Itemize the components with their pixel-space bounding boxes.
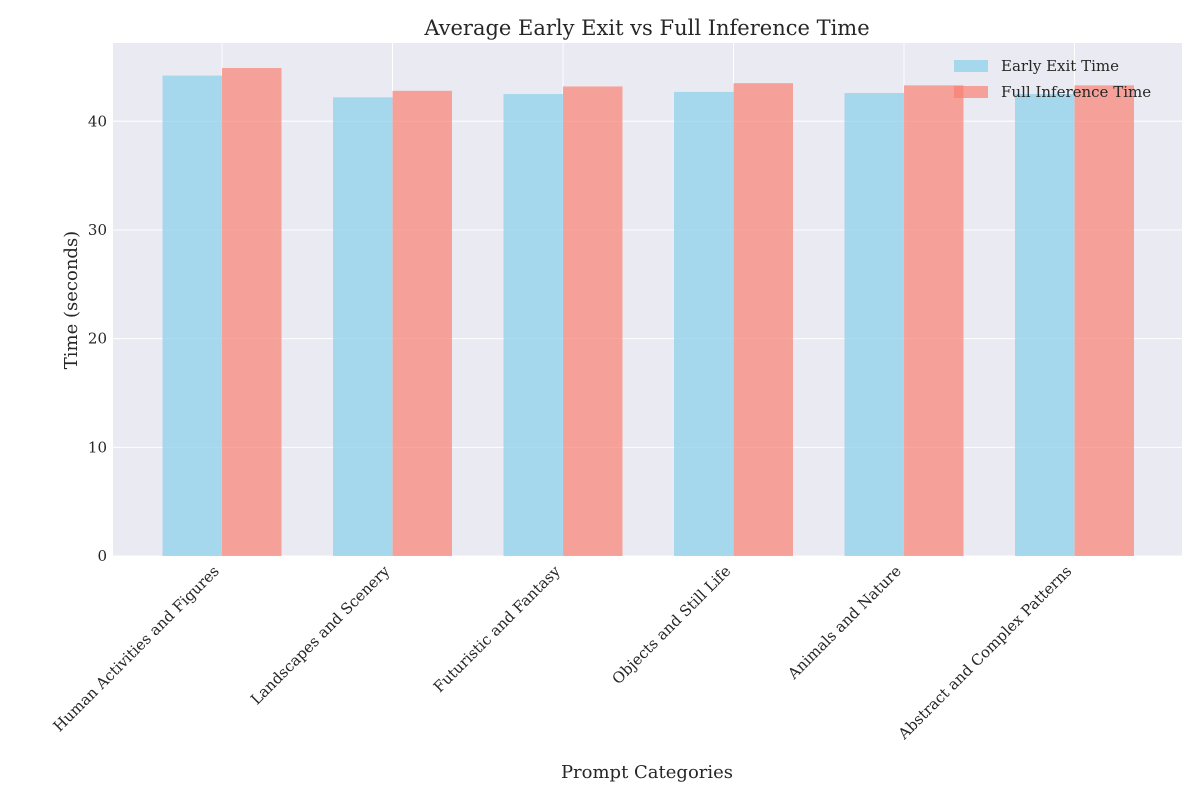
x-tick-label: Animals and Nature (784, 562, 905, 683)
y-tick-label: 20 (88, 330, 107, 348)
y-axis-label: Time (seconds) (61, 231, 82, 369)
legend: Early Exit Time Full Inference Time (954, 57, 1151, 101)
bar-full-inference (392, 90, 452, 557)
legend-swatch (954, 86, 988, 98)
y-tick-label: 30 (88, 221, 107, 239)
bar-full-inference (904, 85, 964, 557)
bar-early-exit (503, 94, 563, 556)
x-tick-label: Landscapes and Scenery (247, 562, 394, 709)
bar-early-exit (674, 91, 734, 556)
x-axis-ticks: Human Activities and Figures Landscapes a… (50, 562, 1076, 744)
legend-label: Early Exit Time (1001, 57, 1119, 75)
plot-area (113, 43, 1182, 556)
bar-full-inference (733, 83, 793, 556)
bar-early-exit (333, 97, 393, 556)
x-tick-label: Objects and Still Life (608, 562, 734, 688)
bar-full-inference (222, 67, 282, 557)
bars (162, 67, 1134, 557)
bar-early-exit (162, 75, 222, 557)
x-tick-label: Futuristic and Fantasy (430, 562, 564, 696)
legend-label: Full Inference Time (1001, 83, 1151, 101)
x-tick-label: Human Activities and Figures (50, 562, 223, 735)
chart-title: Average Early Exit vs Full Inference Tim… (423, 16, 869, 40)
y-axis-ticks: 0 10 20 30 40 (88, 112, 107, 565)
bar-full-inference (563, 86, 623, 556)
y-tick-label: 10 (88, 438, 107, 456)
y-tick-label: 0 (97, 547, 107, 565)
bar-early-exit (1015, 94, 1075, 556)
y-tick-label: 40 (88, 112, 107, 130)
x-tick-label: Abstract and Complex Patterns (894, 562, 1075, 743)
bar-early-exit (844, 92, 904, 557)
bar-full-inference (1074, 85, 1134, 557)
x-axis-label: Prompt Categories (561, 762, 733, 783)
legend-swatch (954, 60, 988, 72)
